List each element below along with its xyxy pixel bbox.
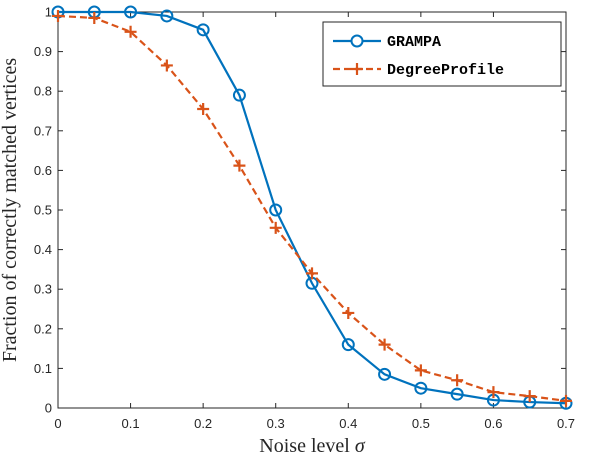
x-axis-title: Noise level σ bbox=[259, 435, 366, 457]
x-tick-label: 0 bbox=[54, 416, 61, 431]
y-tick-label: 0.9 bbox=[34, 44, 52, 59]
data-point-grampa bbox=[160, 9, 174, 23]
x-tick-label: 0.4 bbox=[339, 416, 357, 431]
data-point-degreeprofile bbox=[124, 25, 137, 38]
data-point-degreeprofile bbox=[451, 374, 464, 387]
data-point-degreeprofile bbox=[523, 390, 536, 403]
x-tick-label: 0.5 bbox=[412, 416, 430, 431]
series-line-grampa bbox=[58, 10, 567, 405]
data-point-degreeprofile bbox=[269, 221, 282, 234]
data-point-degreeprofile bbox=[52, 9, 64, 22]
data-point-grampa bbox=[414, 381, 428, 395]
y-tick-label: 0.6 bbox=[34, 163, 52, 178]
x-axis-title-symbol: σ bbox=[355, 435, 366, 457]
data-point-grampa bbox=[232, 88, 246, 102]
data-point-grampa bbox=[341, 338, 355, 352]
data-point-degreeprofile bbox=[342, 306, 355, 319]
y-tick-label: 0.5 bbox=[34, 203, 52, 218]
y-tick-label: 0 bbox=[45, 401, 52, 416]
data-point-degreeprofile bbox=[487, 386, 500, 399]
legend: GRAMPA DegreeProfile bbox=[322, 21, 562, 87]
legend-marker-degreeprofile bbox=[351, 63, 363, 75]
x-tick-label: 0.3 bbox=[267, 416, 285, 431]
legend-label-degreeprofile: DegreeProfile bbox=[387, 62, 504, 79]
legend-marker-grampa bbox=[350, 34, 364, 48]
x-tick-label: 0.6 bbox=[484, 416, 502, 431]
y-tick-label: 0.1 bbox=[34, 361, 52, 376]
data-point-degreeprofile bbox=[378, 338, 391, 351]
y-tick-label: 1 bbox=[45, 5, 52, 20]
data-point-degreeprofile bbox=[233, 159, 246, 172]
x-axis-title-text: Noise level bbox=[259, 435, 355, 457]
data-point-grampa bbox=[124, 5, 138, 19]
data-point-degreeprofile bbox=[414, 364, 427, 377]
data-point-grampa bbox=[378, 367, 392, 381]
series-layer bbox=[51, 5, 573, 410]
data-point-grampa bbox=[450, 387, 464, 401]
data-point-degreeprofile bbox=[88, 11, 101, 24]
y-tick-label: 0.3 bbox=[34, 282, 52, 297]
data-point-degreeprofile bbox=[160, 59, 173, 72]
data-point-degreeprofile bbox=[306, 267, 318, 280]
data-point-grampa bbox=[269, 203, 283, 217]
y-axis-title: Fraction of correctly matched vertices bbox=[0, 58, 21, 363]
y-tick-label: 0.7 bbox=[34, 123, 52, 138]
data-point-degreeprofile bbox=[560, 394, 572, 407]
data-point-degreeprofile bbox=[197, 103, 210, 116]
legend-label-grampa: GRAMPA bbox=[387, 34, 441, 51]
x-tick-label: 0.1 bbox=[122, 416, 140, 431]
y-tick-label: 0.2 bbox=[34, 321, 52, 336]
x-tick-label: 0.2 bbox=[194, 416, 212, 431]
x-tick-label: 0.7 bbox=[557, 416, 575, 431]
legend-box bbox=[322, 21, 562, 87]
data-point-grampa bbox=[196, 23, 210, 37]
y-tick-label: 0.8 bbox=[34, 84, 52, 99]
y-tick-label: 0.4 bbox=[34, 242, 52, 257]
